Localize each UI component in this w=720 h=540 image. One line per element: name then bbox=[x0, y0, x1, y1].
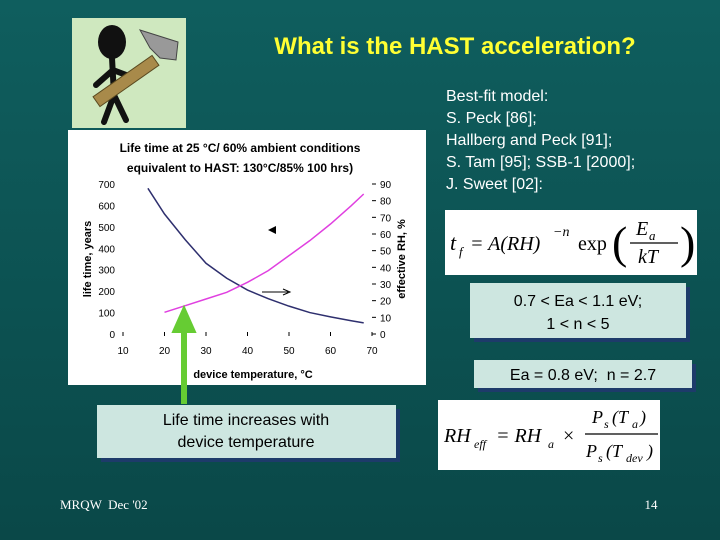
fit-text: Ea = 0.8 eV; n = 2.7 bbox=[510, 367, 656, 384]
formula-text: t bbox=[450, 230, 457, 255]
y2-tick-label: 70 bbox=[380, 213, 392, 224]
formula-text: P bbox=[585, 441, 597, 461]
y2-tick-label: 40 bbox=[380, 263, 392, 274]
chart-background bbox=[68, 130, 426, 385]
formula-text: = RH bbox=[496, 425, 543, 447]
x-tick-label: 10 bbox=[117, 346, 129, 357]
page-number: 14 bbox=[645, 497, 659, 512]
y2-axis-title: effective RH, % bbox=[396, 219, 408, 299]
formula-text: a bbox=[649, 228, 656, 243]
range-box bbox=[470, 283, 686, 338]
y2-tick-label: 30 bbox=[380, 280, 392, 291]
formula-text: RH bbox=[443, 425, 472, 447]
y-tick-label: 300 bbox=[98, 266, 115, 277]
y2-tick-label: 50 bbox=[380, 247, 392, 258]
formula-text: s bbox=[598, 451, 603, 465]
callout-arrow bbox=[171, 304, 197, 404]
x-tick-label: 70 bbox=[366, 346, 378, 357]
y-tick-label: 200 bbox=[98, 287, 115, 298]
formula-text: f bbox=[459, 244, 465, 259]
y-tick-label: 600 bbox=[98, 201, 115, 212]
y-tick-label: 500 bbox=[98, 223, 115, 234]
formula-text: exp bbox=[578, 233, 607, 255]
formula-text: a bbox=[548, 437, 554, 451]
formula-text: ( bbox=[612, 217, 627, 268]
x-tick-label: 30 bbox=[200, 346, 212, 357]
formula-text: = A(RH) bbox=[470, 233, 541, 255]
footer-text: MRQW Dec '02 bbox=[60, 497, 148, 512]
y2-tick-label: 20 bbox=[380, 297, 392, 308]
formula-text: (T bbox=[612, 407, 630, 428]
callout-text: Life time increases with bbox=[163, 412, 329, 429]
data-line bbox=[147, 187, 364, 324]
model-ref: S. Tam [95]; SSB-1 [2000]; bbox=[446, 154, 635, 171]
formula-text: ) bbox=[680, 217, 695, 268]
x-tick-label: 60 bbox=[325, 346, 337, 357]
model-ref: Hallberg and Peck [91]; bbox=[446, 132, 612, 149]
clipart bbox=[72, 18, 186, 128]
formula-box: t f = A(RH) −n exp ( E a kT ) bbox=[445, 210, 697, 275]
callout-box bbox=[97, 405, 396, 458]
formula-text: ) bbox=[646, 441, 653, 462]
x-tick-label: 40 bbox=[242, 346, 254, 357]
formula-text: −n bbox=[553, 225, 569, 240]
y-tick-label: 700 bbox=[98, 180, 115, 191]
chart: Life time at 25 °C/ 60% ambient conditio… bbox=[68, 130, 426, 385]
model-ref: S. Peck [86]; bbox=[446, 110, 537, 127]
x-tick-label: 50 bbox=[283, 346, 295, 357]
data-line bbox=[164, 193, 365, 314]
y-tick-label: 100 bbox=[98, 309, 115, 320]
y-tick-label: 400 bbox=[98, 244, 115, 255]
y2-tick-label: 0 bbox=[380, 330, 386, 341]
x-tick-label: 20 bbox=[159, 346, 171, 357]
formula-text: s bbox=[604, 417, 609, 431]
x-axis-title: device temperature, °C bbox=[193, 369, 312, 381]
model-heading: Best-fit model: bbox=[446, 88, 548, 105]
y2-tick-label: 10 bbox=[380, 313, 392, 324]
formula-text: kT bbox=[638, 246, 660, 268]
formula-text: dev bbox=[626, 451, 643, 465]
range-text: 1 < n < 5 bbox=[546, 316, 609, 333]
y2-tick-label: 80 bbox=[380, 197, 392, 208]
y2-tick-label: 90 bbox=[380, 180, 392, 191]
formula-box: RH eff = RH a × P s (T a ) P s (T dev ) bbox=[438, 400, 660, 470]
model-ref: J. Sweet [02]: bbox=[446, 176, 543, 193]
callout-text: device temperature bbox=[178, 434, 315, 451]
formula-text: E bbox=[635, 218, 648, 240]
y-tick-label: 0 bbox=[109, 330, 115, 341]
slide-title: What is the HAST acceleration? bbox=[274, 33, 635, 60]
formula-text: P bbox=[591, 407, 603, 427]
y2-tick-label: 60 bbox=[380, 230, 392, 241]
chart-title: equivalent to HAST: 130°C/85% 100 hrs) bbox=[127, 161, 353, 175]
arrow-marker bbox=[268, 226, 276, 234]
y-axis-title: life time, years bbox=[82, 221, 94, 297]
arrow-marker bbox=[262, 288, 292, 296]
formula-text: × bbox=[563, 425, 574, 447]
formula-text: ) bbox=[639, 407, 646, 428]
formula-text: (T bbox=[606, 441, 624, 462]
formula-text: eff bbox=[474, 437, 488, 451]
range-text: 0.7 < Ea < 1.1 eV; bbox=[514, 293, 642, 310]
chart-title: Life time at 25 °C/ 60% ambient conditio… bbox=[120, 141, 361, 155]
formula-text: a bbox=[632, 417, 638, 431]
fit-box bbox=[474, 360, 692, 388]
